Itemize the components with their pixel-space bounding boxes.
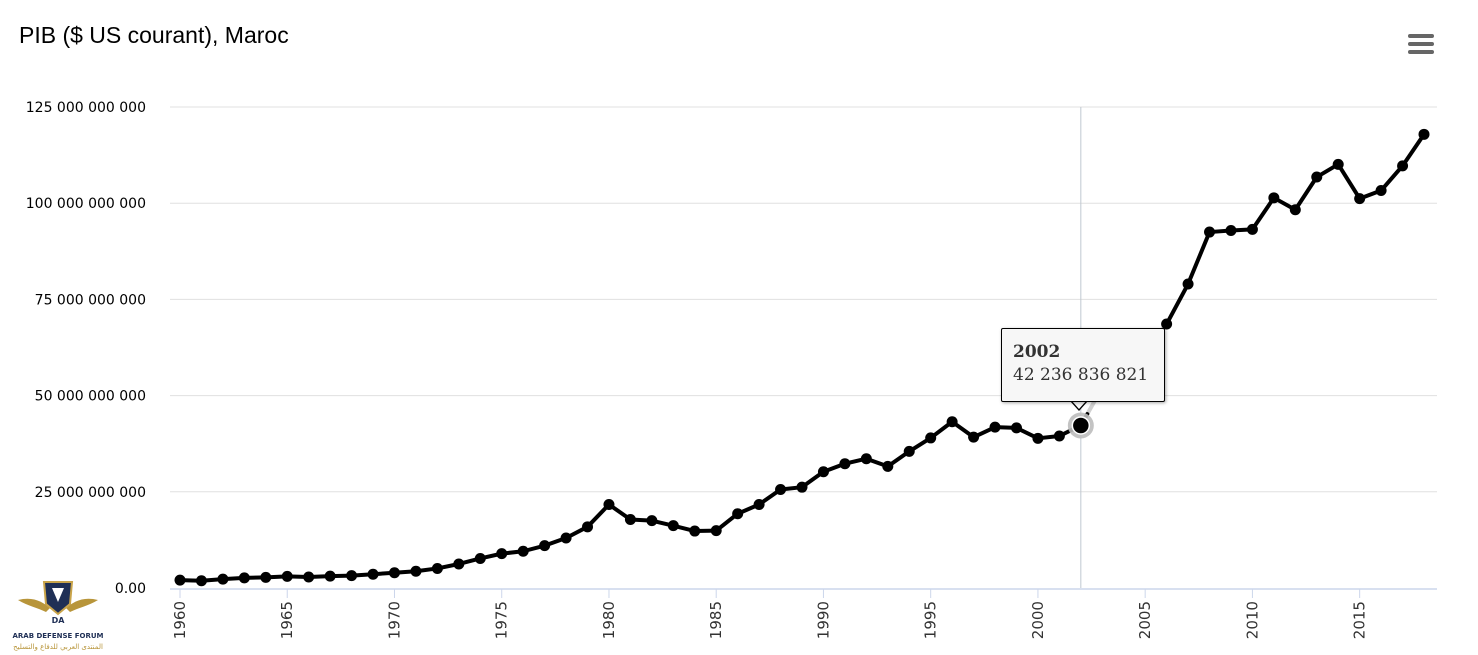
data-point[interactable] xyxy=(324,570,336,582)
data-point[interactable] xyxy=(1332,158,1344,170)
y-tick-label: 100 000 000 000 xyxy=(26,196,146,212)
grid-lines xyxy=(170,106,1437,493)
x-tick-label: 2015 xyxy=(1351,601,1369,639)
watermark-badge: DA xyxy=(52,616,66,625)
x-tick-label: 1990 xyxy=(814,601,832,639)
data-point[interactable] xyxy=(474,552,486,564)
data-point[interactable] xyxy=(238,572,250,584)
data-point[interactable] xyxy=(517,545,529,557)
data-point[interactable] xyxy=(1010,422,1022,434)
series-points xyxy=(174,128,1430,587)
data-point[interactable] xyxy=(817,466,829,478)
data-point[interactable] xyxy=(174,574,186,586)
data-point[interactable] xyxy=(903,445,915,457)
tooltip-arrow-fill xyxy=(1071,400,1087,409)
data-point[interactable] xyxy=(1225,225,1237,237)
x-axis: 1960 1965 1970 1975 1980 1985 1990 1995 2000 2005… xyxy=(170,588,1437,639)
data-point[interactable] xyxy=(195,575,207,587)
series-segment xyxy=(1250,195,1276,232)
data-point[interactable] xyxy=(260,571,272,583)
series-segment xyxy=(1186,230,1212,287)
data-point[interactable] xyxy=(603,498,615,510)
data-point[interactable] xyxy=(753,498,765,510)
data-point[interactable] xyxy=(217,573,229,585)
y-tick-label: 0.00 xyxy=(115,581,146,597)
series-line xyxy=(178,132,1426,583)
series-segment xyxy=(1400,132,1426,168)
watermark-text-ar: المنتدى العربي للدفاع والتسليح xyxy=(13,643,103,651)
data-point[interactable] xyxy=(796,481,808,493)
tooltip: 2002 42 236 836 821 xyxy=(1001,328,1165,402)
data-point[interactable] xyxy=(1311,171,1323,183)
data-point[interactable] xyxy=(710,525,722,537)
data-point[interactable] xyxy=(1268,192,1280,204)
data-point[interactable] xyxy=(624,514,636,526)
data-point[interactable] xyxy=(775,483,787,495)
data-point[interactable] xyxy=(1204,226,1216,238)
data-point[interactable] xyxy=(410,565,422,577)
x-tick-label: 1965 xyxy=(278,601,296,639)
data-point[interactable] xyxy=(281,570,293,582)
data-point[interactable] xyxy=(989,421,1001,433)
data-point[interactable] xyxy=(1246,223,1258,235)
series-segment xyxy=(1336,162,1362,201)
data-point[interactable] xyxy=(689,525,701,537)
data-point[interactable] xyxy=(1418,128,1430,140)
data-point[interactable] xyxy=(1161,318,1173,330)
data-point[interactable] xyxy=(388,567,400,579)
x-tick-label: 1980 xyxy=(600,601,618,639)
data-point[interactable] xyxy=(968,431,980,443)
data-point[interactable] xyxy=(646,515,658,527)
data-point[interactable] xyxy=(882,460,894,472)
data-point[interactable] xyxy=(925,432,937,444)
data-point[interactable] xyxy=(582,521,594,533)
data-point[interactable] xyxy=(496,548,508,560)
x-tick-label: 2005 xyxy=(1136,601,1154,639)
watermark-text-en: ARAB DEFENSE FORUM xyxy=(12,632,103,640)
x-tick-label: 1970 xyxy=(385,601,403,639)
data-point[interactable] xyxy=(453,558,465,570)
data-point[interactable] xyxy=(732,508,744,520)
y-tick-label: 25 000 000 000 xyxy=(35,485,146,501)
data-point[interactable] xyxy=(1375,185,1387,197)
x-tick-label: 2000 xyxy=(1029,601,1047,639)
tooltip-value: 42 236 836 821 xyxy=(1013,365,1149,385)
x-tick-label: 2010 xyxy=(1243,601,1261,639)
data-point[interactable] xyxy=(667,520,679,532)
chart-title: PIB ($ US courant), Maroc xyxy=(19,22,289,48)
data-point[interactable] xyxy=(560,532,572,544)
x-tick-label: 1975 xyxy=(493,601,511,639)
highlight-point xyxy=(1067,412,1094,439)
hamburger-menu-icon[interactable] xyxy=(1405,30,1437,58)
x-tick-label: 1985 xyxy=(707,601,725,639)
data-point[interactable] xyxy=(1053,430,1065,442)
data-point[interactable] xyxy=(839,458,851,470)
y-tick-label: 125 000 000 000 xyxy=(26,100,146,116)
data-point[interactable] xyxy=(539,540,551,552)
y-tick-label: 50 000 000 000 xyxy=(35,389,146,405)
data-point[interactable] xyxy=(1032,432,1044,444)
data-point[interactable] xyxy=(946,416,958,428)
series-segment xyxy=(1293,175,1319,212)
x-tick-label: 1960 xyxy=(171,601,189,639)
x-tick-label: 1995 xyxy=(922,601,940,639)
series-segment xyxy=(1164,282,1191,327)
data-point[interactable] xyxy=(303,571,315,583)
data-point[interactable] xyxy=(1397,160,1409,172)
data-point[interactable] xyxy=(860,453,872,465)
y-tick-label: 75 000 000 000 xyxy=(35,292,146,308)
data-point[interactable] xyxy=(1289,204,1301,216)
data-point[interactable] xyxy=(367,568,379,580)
arab-defense-forum-logo: DA ARAB DEFENSE FORUM المنتدى العربي للد… xyxy=(12,581,104,651)
data-point[interactable] xyxy=(346,570,358,582)
y-axis-ticks: 0.00 25 000 000 000 50 000 000 000 75 000 0… xyxy=(26,100,146,597)
data-point[interactable] xyxy=(1354,193,1366,205)
highlighted-data-point[interactable] xyxy=(1071,416,1091,435)
data-point[interactable] xyxy=(431,562,443,574)
data-point[interactable] xyxy=(1182,278,1194,290)
tooltip-year: 2002 xyxy=(1013,342,1061,362)
